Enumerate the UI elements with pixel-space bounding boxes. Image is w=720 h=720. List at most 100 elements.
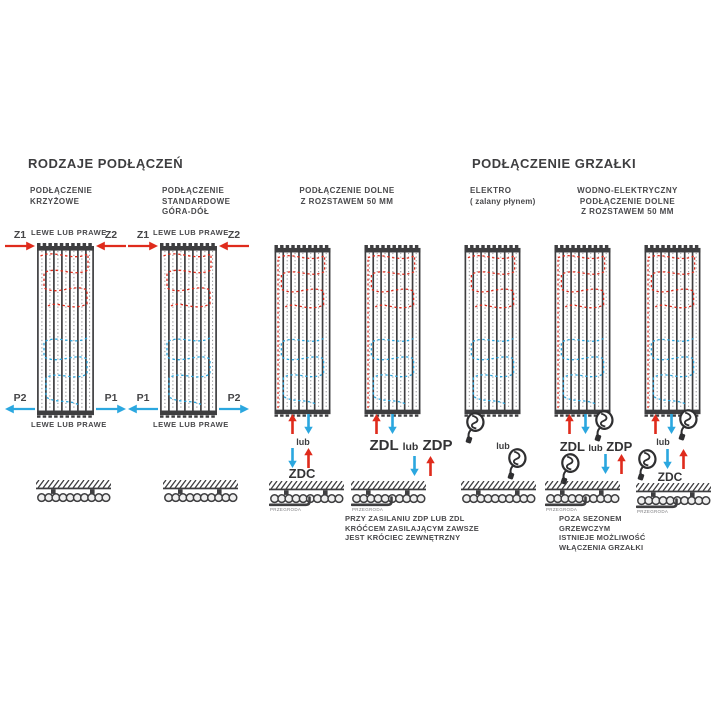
floor-cross-section [163, 480, 238, 506]
supply-arrow-left-icon [219, 241, 249, 251]
return-supply-arrows [287, 448, 314, 468]
subheading-line: PODŁĄCZENIE DOLNE [579, 196, 676, 206]
subheading-line: PODŁĄCZENIE [162, 186, 225, 195]
note-line: WŁĄCZENIA GRZAŁKI [559, 542, 644, 552]
return-arrow-down-icon [303, 414, 314, 434]
heater-element-icon [506, 448, 527, 480]
side-label-top: LEWE LUB PRAWE [153, 228, 229, 237]
supply-arrow-up-icon [371, 414, 382, 434]
port-z2: Z2 [96, 230, 126, 251]
radiator-elektro [463, 245, 522, 422]
label-przegroda: PRZEGRODA [546, 507, 578, 512]
port-label: Z2 [104, 229, 118, 241]
note-line: GRZEWCZYM [559, 523, 611, 533]
floor-cross-section-piped: PRZEGRODA [269, 481, 344, 512]
radiator-cross [35, 243, 96, 423]
return-supply-arrows [409, 456, 436, 476]
label-zdp: ZDP [422, 437, 453, 454]
floor-cross-section-piped: PRZEGRODA [636, 483, 711, 514]
port-p1: P1 [96, 393, 126, 414]
supply-arrow-up-icon [425, 456, 436, 476]
radiator-standard [158, 243, 219, 423]
radiator-drawing [158, 243, 219, 419]
label-zdl: ZDL [559, 439, 585, 454]
supply-arrow-up-icon [678, 449, 689, 469]
return-arrow-down-icon [580, 414, 591, 434]
wall-mount-plan-icon [163, 480, 238, 503]
port-p2: P2 [5, 393, 35, 414]
subheading-line: PODŁĄCZENIE [30, 186, 93, 195]
label-zdl-lub-zdp: ZDL lub ZDP [352, 437, 470, 454]
subheading-line: Z ROZSTAWEM 50 MM [300, 196, 394, 206]
side-label-top: LEWE LUB PRAWE [31, 228, 107, 237]
return-arrow-left-icon [128, 404, 158, 414]
wall-mount-plan-pipe-icon [545, 481, 620, 507]
heater-element-icon [593, 410, 614, 442]
subheading-line: STANDARDOWE [162, 196, 231, 206]
port-label: P1 [136, 392, 150, 404]
radiator-drawing [553, 245, 612, 418]
label-lub: lub [588, 443, 603, 454]
floor-cross-section [461, 481, 536, 507]
wall-mount-plan-pipe-icon [269, 481, 344, 507]
port-z2: Z2 [219, 230, 249, 251]
label-przegroda: PRZEGRODA [637, 509, 669, 514]
radiator-wodno-zdl-zdp [553, 245, 612, 422]
radiator-drawing [463, 245, 522, 418]
wall-mount-plan-icon [461, 481, 536, 504]
subheading-line: GÓRA-DÓŁ [162, 207, 210, 216]
port-label: Z1 [13, 229, 27, 241]
radiator-wodno-zdc [643, 245, 702, 422]
return-arrow-right-icon [219, 404, 249, 414]
supply-return-arrows [287, 414, 314, 434]
side-label-bottom: LEWE LUB PRAWE [31, 420, 107, 429]
floor-cross-section-piped: PRZEGRODA [545, 481, 620, 512]
label-lub: lub [402, 441, 419, 453]
heater-element-icon [464, 412, 485, 444]
radiator-bottom-zdc [273, 245, 332, 422]
return-supply-arrows [662, 449, 689, 469]
label-zdl: ZDL [369, 437, 399, 454]
port-label: Z1 [136, 229, 150, 241]
subheading-wodno-elektryczny: WODNO-ELEKTRYCZNY PODŁĄCZENIE DOLNE Z RO… [545, 186, 710, 218]
label-przegroda: PRZEGRODA [270, 507, 302, 512]
section-title-connection-types: RODZAJE PODŁĄCZEŃ [28, 156, 184, 171]
return-supply-arrows [600, 454, 627, 474]
label-zdc: ZDC [288, 466, 316, 481]
note-zdp-zdl: PRZY ZASILANIU ZDP LUB ZDL KRÓĆCEM ZASIL… [345, 514, 479, 543]
floor-cross-section-piped: PRZEGRODA [351, 481, 426, 512]
return-arrow-down-icon [409, 456, 420, 476]
subheading-bottom-connection: PODŁĄCZENIE DOLNE Z ROZSTAWEM 50 MM [272, 186, 422, 207]
label-zdp: ZDP [606, 439, 633, 454]
return-arrow-down-icon [662, 449, 673, 469]
section-title-heater-connection: PODŁĄCZENIE GRZAŁKI [472, 156, 637, 171]
return-arrow-down-icon [287, 448, 298, 468]
port-p2: P2 [219, 393, 249, 414]
subheading-line: WODNO-ELEKTRYCZNY [577, 186, 678, 195]
wall-mount-plan-pipe-icon [636, 483, 711, 509]
subheading-line: ( zalany płynem) [470, 196, 536, 206]
radiator-drawing [363, 245, 422, 418]
note-line: ISTNIEJE MOŻLIWOŚĆ [559, 533, 646, 543]
side-label-bottom: LEWE LUB PRAWE [153, 420, 229, 429]
port-label: P1 [104, 392, 118, 404]
note-line: POZA SEZONEM [559, 514, 622, 523]
label-lub: lub [496, 441, 510, 451]
supply-return-arrows [564, 414, 591, 434]
note-line: PRZY ZASILANIU ZDP LUB ZDL [345, 514, 465, 523]
subheading-cross-connection: PODŁĄCZENIE KRZYŻOWE [30, 186, 92, 207]
subheading-elektro: ELEKTRO ( zalany płynem) [470, 186, 535, 207]
label-lub: lub [296, 437, 310, 447]
supply-return-arrows [371, 414, 398, 434]
port-label: Z2 [227, 229, 241, 241]
return-arrow-left-icon [5, 404, 35, 414]
supply-arrow-up-icon [303, 448, 314, 468]
subheading-standard-connection: PODŁĄCZENIE STANDARDOWE GÓRA-DÓŁ [162, 186, 230, 218]
label-zdl-lub-zdp: ZDL lub ZDP [546, 439, 646, 454]
supply-arrow-left-icon [96, 241, 126, 251]
subheading-line: ELEKTRO [470, 186, 512, 195]
supply-arrow-up-icon [287, 414, 298, 434]
note-line: JEST KRÓCIEC ZEWNĘTRZNY [345, 533, 461, 543]
floor-cross-section [36, 480, 111, 506]
